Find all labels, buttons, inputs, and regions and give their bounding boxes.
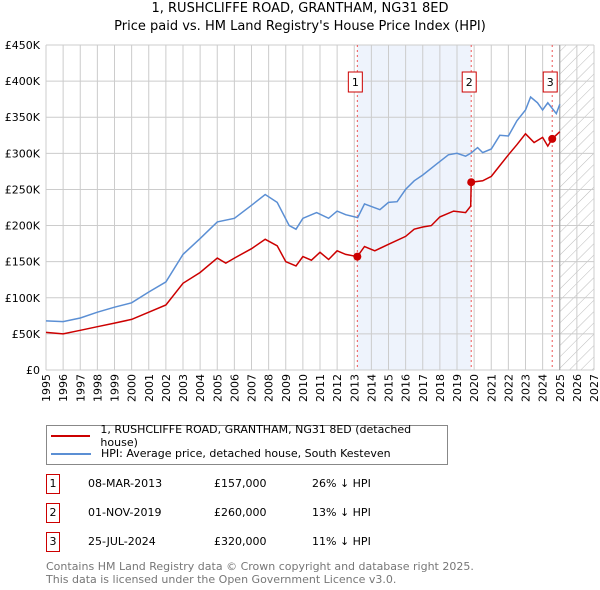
sale-date: 08-MAR-2013 — [88, 477, 163, 490]
x-tick-label: 2012 — [331, 374, 344, 402]
table-row: 1 08-MAR-2013 £157,000 26% ↓ HPI — [46, 474, 446, 494]
x-tick-label: 2020 — [468, 374, 481, 402]
x-tick-label: 2002 — [160, 374, 173, 402]
x-tick-label: 2024 — [537, 374, 550, 402]
sale-hpi-diff: 26% ↓ HPI — [312, 477, 371, 490]
sale-number-badge: 2 — [46, 503, 60, 523]
y-tick-label: £450K — [5, 39, 41, 52]
x-tick-label: 2006 — [228, 374, 241, 402]
blue-line-swatch — [51, 452, 91, 455]
sale-marker-box — [542, 71, 558, 93]
x-tick-label: 2005 — [211, 374, 224, 402]
y-tick-label: £100K — [5, 292, 41, 305]
sale-price: £320,000 — [214, 535, 267, 548]
legend-label: HPI: Average price, detached house, Sout… — [101, 447, 391, 460]
y-tick-label: £150K — [5, 256, 41, 269]
sale-marker-label: 2 — [466, 76, 473, 89]
legend-item-property: 1, RUSHCLIFFE ROAD, GRANTHAM, NG31 8ED (… — [51, 423, 447, 449]
x-tick-label: 2009 — [280, 374, 293, 402]
sale-date: 01-NOV-2019 — [88, 506, 162, 519]
x-tick-label: 2027 — [588, 374, 600, 402]
legend: 1, RUSHCLIFFE ROAD, GRANTHAM, NG31 8ED (… — [46, 423, 448, 465]
x-tick-label: 2000 — [126, 374, 139, 402]
x-tick-label: 1997 — [74, 374, 87, 402]
y-tick-label: £0 — [26, 364, 40, 377]
x-tick-label: 2013 — [348, 374, 361, 402]
x-tick-label: 1995 — [40, 374, 53, 402]
x-tick-label: 2014 — [365, 374, 378, 402]
sale-point — [467, 178, 476, 187]
hpi-line — [45, 95, 561, 323]
x-tick-label: 2007 — [246, 374, 259, 402]
sale-date: 25-JUL-2024 — [88, 535, 156, 548]
y-tick-label: £250K — [5, 183, 41, 196]
y-tick-label: £350K — [5, 111, 41, 124]
x-tick-label: 2016 — [400, 374, 413, 402]
sale-period-shading — [357, 45, 472, 370]
x-tick-label: 2021 — [485, 374, 498, 402]
chart-title: 1, RUSHCLIFFE ROAD, GRANTHAM, NG31 8ED — [151, 1, 449, 16]
y-tick-label: £300K — [5, 147, 41, 160]
sale-price: £260,000 — [214, 506, 267, 519]
x-tick-label: 2003 — [177, 374, 190, 402]
x-tick-label: 2022 — [502, 374, 515, 402]
legend-item-hpi: HPI: Average price, detached house, Sout… — [51, 445, 391, 462]
table-row: 2 01-NOV-2019 £260,000 13% ↓ HPI — [46, 503, 446, 523]
y-tick-label: £50K — [12, 328, 41, 341]
sale-marker-label: 1 — [352, 76, 359, 89]
x-tick-label: 2004 — [194, 374, 207, 402]
sale-price: £157,000 — [214, 477, 267, 490]
x-tick-label: 1999 — [109, 374, 122, 402]
sale-marker-box — [347, 71, 363, 93]
x-tick-label: 2026 — [571, 374, 584, 402]
x-tick-label: 2017 — [417, 374, 430, 402]
table-row: 3 25-JUL-2024 £320,000 11% ↓ HPI — [46, 532, 446, 552]
sale-hpi-diff: 11% ↓ HPI — [312, 535, 371, 548]
x-tick-label: 2011 — [314, 374, 327, 402]
footer-licence: This data is licensed under the Open Gov… — [46, 573, 397, 586]
sale-point — [548, 134, 557, 143]
x-tick-label: 2023 — [520, 374, 533, 402]
y-tick-label: £400K — [5, 75, 41, 88]
x-tick-label: 2019 — [451, 374, 464, 402]
sale-hpi-diff: 13% ↓ HPI — [312, 506, 371, 519]
sale-number-badge: 3 — [46, 532, 60, 552]
x-tick-label: 2008 — [263, 374, 276, 402]
chart-svg: 1995 1996 1997 1998 1999 2000 2001 2002 2003 2004… — [5, 39, 600, 402]
x-tick-label: 1996 — [57, 374, 70, 402]
property-price-line — [45, 131, 561, 335]
sale-number-badge: 1 — [46, 474, 60, 494]
legend-label: 1, RUSHCLIFFE ROAD, GRANTHAM, NG31 8ED (… — [100, 422, 412, 449]
x-tick-label: 2015 — [383, 374, 396, 402]
sale-point — [353, 252, 362, 261]
chart-subtitle: Price paid vs. HM Land Registry's House … — [114, 19, 486, 34]
x-tick-label: 2018 — [434, 374, 447, 402]
x-tick-label: 2010 — [297, 374, 310, 402]
x-tick-label: 2025 — [554, 374, 567, 402]
x-tick-label: 1998 — [91, 374, 104, 402]
sale-marker-box — [461, 71, 477, 93]
footer-copyright: Contains HM Land Registry data © Crown c… — [46, 560, 474, 573]
sale-marker-label: 3 — [547, 76, 554, 89]
y-tick-label: £200K — [5, 220, 41, 233]
red-line-swatch — [51, 434, 91, 437]
x-tick-label: 2001 — [143, 374, 156, 402]
